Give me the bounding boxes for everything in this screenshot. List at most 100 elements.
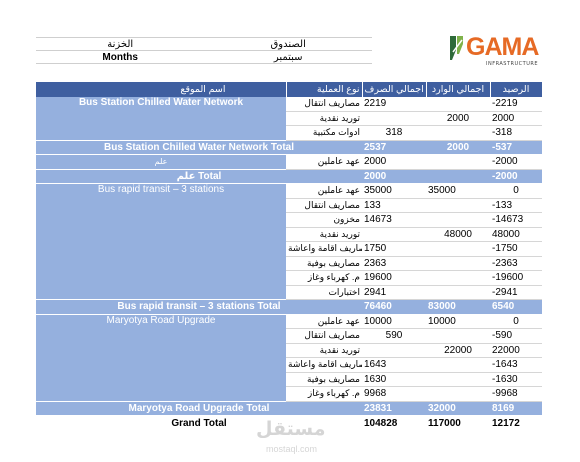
income-cell [426, 256, 490, 271]
table-row: مصاريف بوفية 2363 -2363 [36, 256, 542, 271]
income-cell [426, 96, 490, 112]
spend-cell [362, 111, 426, 126]
group-total-balance: -2000 [490, 168, 542, 184]
group-total-income [426, 168, 490, 184]
column-header-income: اجمالي الوارد [426, 82, 491, 97]
group-total-label: Maryotya Road Upgrade Total [36, 400, 362, 416]
balance-cell: -133 [490, 198, 542, 213]
watermark-arabic: مستقل [256, 419, 326, 440]
site-name-cell: Bus Station Chilled Water Network [36, 96, 286, 140]
operation-type-cell: مصاريف انتقال [286, 198, 362, 213]
table-row: Bus Station Chilled Water Network مصاريف… [36, 96, 542, 140]
table-row: ادوات مكتبية 318 -318 [36, 125, 542, 141]
group-total-row: Bus Station Chilled Water Network Total … [36, 139, 542, 155]
operation-type-cell: مصاريف انتقال [286, 328, 362, 344]
watermark-latin: mostaql.com [266, 444, 318, 454]
income-cell: 35000 [426, 183, 490, 199]
balance-cell: -590 [490, 328, 542, 344]
company-logo: GAMA INFRASTRUCTURE [448, 32, 539, 72]
group-total-spend: 2000 [362, 168, 426, 184]
spend-cell: 318 [362, 125, 426, 141]
group-total-balance: 6540 [490, 299, 542, 315]
table-row: م. كهرباء وغاز 19600 -19600 [36, 270, 542, 286]
header-info-table: الخزنة الصندوق Months سبتمبر [36, 37, 372, 64]
watermark: مستقل mostaql.com [252, 418, 332, 458]
column-header-site: اسم الموقع [36, 82, 287, 97]
income-cell [426, 372, 490, 387]
operation-type-cell: توريد نقدية [286, 111, 362, 126]
group-total-spend: 76460 [362, 299, 426, 315]
table-row: توريد نقدية 22000 22000 [36, 343, 542, 358]
group-total-spend: 23831 [362, 400, 426, 416]
spend-cell: 2363 [362, 256, 426, 271]
spend-cell: 1630 [362, 372, 426, 387]
group-total-balance: 8169 [490, 400, 542, 416]
group-total-row: علم Total 2000 -2000 [36, 168, 542, 184]
treasury-value: Months [36, 50, 205, 64]
spend-cell: 2000 [362, 154, 426, 170]
group-total-balance: -537 [490, 139, 542, 155]
operation-type-cell: مصاريف اقامة واعاشة [286, 357, 362, 373]
table-row: مصاريف انتقال 590 -590 [36, 328, 542, 344]
spend-cell: 1750 [362, 241, 426, 257]
spend-cell: 2219 [362, 96, 426, 112]
table-row: مصاريف انتقال 133 -133 [36, 198, 542, 213]
grand-total-income: 117000 [426, 415, 490, 430]
grand-total-spend: 104828 [362, 415, 426, 430]
balance-cell: -2219 [490, 96, 542, 112]
operation-type-cell: مصاريف اقامة واعاشة [286, 241, 362, 257]
spend-cell: 2941 [362, 285, 426, 300]
group-total-income: 83000 [426, 299, 490, 315]
balance-cell: -1643 [490, 357, 542, 373]
balance-cell: -1750 [490, 241, 542, 257]
balance-cell: -2941 [490, 285, 542, 300]
spend-cell: 133 [362, 198, 426, 213]
balance-cell: -14673 [490, 212, 542, 228]
cashbox-value: سبتمبر [204, 50, 372, 64]
operation-type-cell: مصاريف بوفية [286, 372, 362, 387]
income-cell: 48000 [426, 227, 490, 242]
group-total-row: Bus rapid transit – 3 stations Total 764… [36, 299, 542, 315]
grand-total-balance: 12172 [490, 415, 542, 430]
operation-type-cell: توريد نقدية [286, 343, 362, 358]
treasury-label: الخزنة [36, 37, 205, 51]
summary-table: اسم الموقع نوع العملية اجمالي الصرف اجما… [36, 82, 543, 430]
grand-total-label: Grand Total [36, 415, 362, 430]
logo-text: GAMA [466, 33, 539, 61]
operation-type-cell: ادوات مكتبية [286, 125, 362, 141]
operation-type-cell: عهد عاملين [286, 183, 362, 199]
balance-cell: 0 [490, 314, 542, 329]
spend-cell: 9968 [362, 386, 426, 402]
balance-cell: -2363 [490, 256, 542, 271]
balance-cell: 22000 [490, 343, 542, 358]
table-row: مصاريف اقامة واعاشة 1643 -1643 [36, 357, 542, 373]
income-cell [426, 328, 490, 344]
balance-cell: -19600 [490, 270, 542, 286]
table-row: مخزون 14673 -14673 [36, 212, 542, 228]
income-cell [426, 125, 490, 141]
site-name-cell: Maryotya Road Upgrade [36, 314, 286, 401]
table-row: مصاريف بوفية 1630 -1630 [36, 372, 542, 387]
balance-cell: -1630 [490, 372, 542, 387]
group-total-income: 32000 [426, 400, 490, 416]
balance-cell: 0 [490, 183, 542, 199]
income-cell [426, 386, 490, 402]
income-cell: 2000 [426, 111, 490, 126]
table-row: توريد نقدية 48000 48000 [36, 227, 542, 242]
income-cell [426, 285, 490, 300]
income-cell: 22000 [426, 343, 490, 358]
column-header-type: نوع العملية [286, 82, 363, 97]
site-name-cell: Bus rapid transit – 3 stations [36, 183, 286, 300]
operation-type-cell: توريد نقدية [286, 227, 362, 242]
table-row: مصاريف اقامة واعاشة 1750 -1750 [36, 241, 542, 257]
site-name-cell: علم [36, 154, 286, 169]
table-header-row: اسم الموقع نوع العملية اجمالي الصرف اجما… [36, 82, 543, 97]
table-row: توريد نقدية 2000 2000 [36, 111, 542, 126]
income-cell [426, 270, 490, 286]
group-total-spend: 2537 [362, 139, 426, 155]
spend-cell [362, 227, 426, 242]
group-total-label: Bus rapid transit – 3 stations Total [36, 299, 362, 315]
spend-cell: 19600 [362, 270, 426, 286]
table-row: Bus rapid transit – 3 stations عهد عاملي… [36, 183, 542, 300]
income-cell [426, 212, 490, 228]
